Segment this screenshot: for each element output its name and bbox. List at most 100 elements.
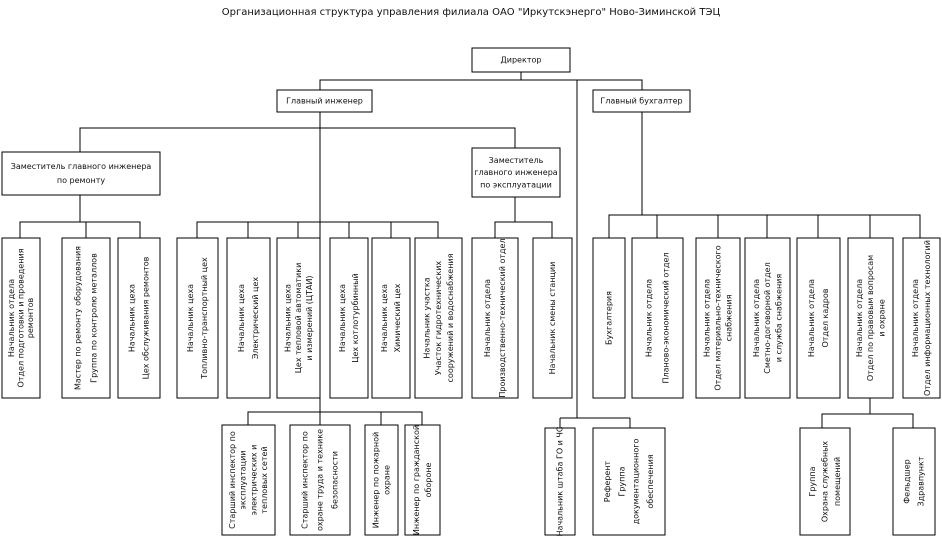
box-label: Бухгалтерия — [605, 291, 614, 345]
box-label: Инженер по пожарной — [372, 432, 381, 528]
box-label: Начальник цеха — [338, 284, 347, 352]
org-box — [592, 89, 691, 113]
org-box — [1, 237, 41, 399]
org-box — [799, 427, 851, 536]
box-label: охране — [383, 465, 392, 495]
box-label: Сметно-договорной отдел — [763, 262, 772, 373]
org-box — [329, 237, 369, 399]
box-label: Группа — [808, 466, 817, 496]
box-label: и измерений (ЦТАИ) — [305, 275, 314, 360]
box-label: по ремонту — [57, 176, 105, 185]
box-label: Фельдшер — [903, 459, 912, 504]
box-label: Цех обслуживания ремонтов — [142, 256, 151, 379]
box-label: снабжения — [725, 294, 734, 341]
box-label: Отдел кадров — [821, 288, 830, 347]
org-box — [276, 237, 321, 399]
box-label: Группа по контролю металлов — [90, 253, 99, 383]
box-label: Начальник отдела — [645, 279, 654, 357]
org-box — [847, 237, 894, 399]
box-label: Начальник смены станции — [548, 262, 557, 375]
org-box — [364, 424, 399, 536]
box-label: Директор — [501, 56, 542, 65]
box-label: Начальник участка — [422, 277, 431, 358]
box-label: Заместитель главного инженера — [11, 162, 152, 171]
org-box — [532, 237, 573, 399]
org-box — [892, 427, 936, 536]
box-label: Начальник штаба ГО и ЧС — [556, 426, 565, 536]
box-label: Отдел материально-технического — [714, 245, 723, 390]
box-label: главного инженера — [474, 168, 557, 177]
box-label: тепловых сетей — [260, 446, 269, 513]
box-label: Старший инспектор по — [301, 431, 310, 529]
box-label: Отдел информационных технологий — [923, 240, 932, 396]
box-label: Начальник цеха — [128, 284, 137, 352]
box-label: электрических и — [249, 445, 258, 516]
box-label: Топливно-транспортный цех — [200, 257, 209, 380]
org-box — [176, 237, 219, 399]
box-label: Начальник отдела — [703, 279, 712, 357]
box-label: Инженер по гражданской — [412, 425, 421, 535]
box-label: Цех тепловой автоматики — [294, 263, 303, 374]
box-label: охране труда и технике — [316, 429, 325, 531]
org-box — [471, 237, 519, 399]
box-label: по эксплуатации — [480, 180, 552, 189]
box-label: обороне — [424, 463, 433, 498]
org-box — [226, 237, 271, 399]
connectors — [19, 72, 921, 428]
box-label: Группа — [617, 466, 626, 496]
org-box — [414, 237, 463, 399]
org-box — [289, 424, 351, 536]
box-label: Участок гидротехнических — [434, 261, 443, 376]
box-label: Начальник отдела — [807, 279, 816, 357]
box-label: обеспечения — [646, 454, 655, 508]
box-label: Старший инспектор по — [228, 431, 237, 529]
box-label: Начальник отдела — [752, 279, 761, 357]
box-label: Начальник цеха — [283, 284, 292, 352]
box-label: Электрический цех — [251, 277, 260, 360]
box-label: безопасности — [331, 451, 340, 509]
box-label: Главный бухгалтер — [600, 97, 682, 106]
box-label: и служба снабжения — [774, 274, 783, 363]
org-box — [471, 47, 571, 73]
box-label: Начальник отдела — [855, 279, 864, 357]
org-box — [631, 237, 684, 399]
box-label: Начальник отдела — [911, 279, 920, 357]
box-label: сооружений и водоснабжения — [446, 253, 455, 382]
box-label: Заместитель — [489, 156, 544, 165]
box-label: Начальник отдела — [7, 279, 16, 357]
org-box — [276, 89, 373, 113]
box-label: Отдел подготовки и проведения — [17, 248, 26, 387]
box-label: Начальник отдела — [483, 279, 492, 357]
box-label: Охрана служебных — [821, 441, 830, 523]
org-box — [902, 237, 941, 399]
org-box — [796, 237, 841, 399]
box-label: Химический цех — [393, 283, 402, 352]
org-box — [371, 237, 411, 399]
org-box — [592, 237, 626, 399]
box-label: Начальник цеха — [186, 284, 195, 352]
box-label: помещений — [833, 457, 842, 506]
box-label: Производственно-технический отдел — [498, 238, 507, 397]
box-label: Здравпункт — [917, 456, 926, 506]
org-box — [592, 427, 666, 536]
box-label: документационного — [632, 439, 641, 525]
org-box — [117, 237, 161, 399]
box-label: и охране — [877, 299, 886, 337]
box-label: ремонтов — [26, 298, 35, 339]
box-label: Отдел по правовым вопросам — [866, 255, 875, 381]
org-box — [221, 424, 276, 536]
org-box — [744, 237, 791, 399]
org-box — [544, 427, 576, 536]
org-box — [471, 147, 561, 198]
box-label: Главный инженер — [286, 97, 363, 106]
box-label: Референт — [603, 460, 612, 502]
box-label: Мастер по ремонту оборудования — [74, 246, 83, 390]
box-label: Начальник цеха — [380, 284, 389, 352]
box-label: эксплуатации — [239, 450, 248, 509]
org-box — [404, 424, 441, 536]
box-label: Начальник цеха — [237, 284, 246, 352]
org-box — [61, 237, 111, 399]
box-label: Цех котлотурбинный — [351, 273, 360, 362]
org-box — [695, 237, 741, 399]
